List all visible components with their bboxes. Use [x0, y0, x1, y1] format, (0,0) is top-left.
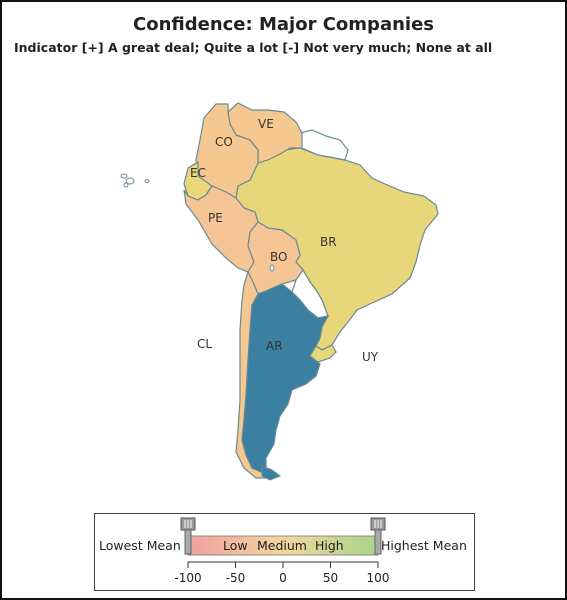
- country-AR[interactable]: [241, 283, 330, 475]
- small-island: [269, 264, 275, 272]
- legend-tick-label: 50: [323, 571, 338, 585]
- label-EC: EC: [190, 166, 206, 180]
- label-BO: BO: [270, 250, 287, 264]
- legend-scale: Lowest Mean Low Medium High Highest Mean…: [99, 517, 467, 585]
- tierra-del-fuego: [261, 465, 282, 481]
- guianas-no-data: [299, 129, 349, 161]
- legend-min-handle[interactable]: [180, 517, 196, 555]
- legend-max-handle[interactable]: [370, 517, 386, 555]
- legend-highest-label: Highest Mean: [381, 538, 467, 553]
- label-AR: AR: [266, 339, 283, 353]
- legend-box: Lowest Mean Low Medium High Highest Mean…: [94, 513, 475, 591]
- label-PE: PE: [208, 211, 223, 225]
- label-BR: BR: [320, 235, 337, 249]
- label-CL: CL: [197, 337, 212, 351]
- country-UY[interactable]: [309, 344, 337, 363]
- legend-band-medium: Medium: [257, 538, 307, 553]
- legend-ticks: -100 -50 0 50 100: [174, 562, 389, 585]
- legend-lowest-label: Lowest Mean: [99, 538, 181, 553]
- galapagos-islands: [120, 173, 150, 188]
- legend-tick-label: -100: [174, 571, 201, 585]
- legend-band-low: Low: [223, 538, 248, 553]
- chart-subtitle: Indicator [+] A great deal; Quite a lot …: [14, 40, 493, 55]
- chart-title: Confidence: Major Companies: [133, 14, 434, 35]
- legend-band-high: High: [315, 538, 344, 553]
- label-CO: CO: [215, 135, 233, 149]
- label-VE: VE: [258, 117, 274, 131]
- legend-tick-label: 0: [279, 571, 287, 585]
- label-UY: UY: [362, 350, 379, 364]
- legend-tick-label: -50: [226, 571, 246, 585]
- legend-tick-label: 100: [367, 571, 390, 585]
